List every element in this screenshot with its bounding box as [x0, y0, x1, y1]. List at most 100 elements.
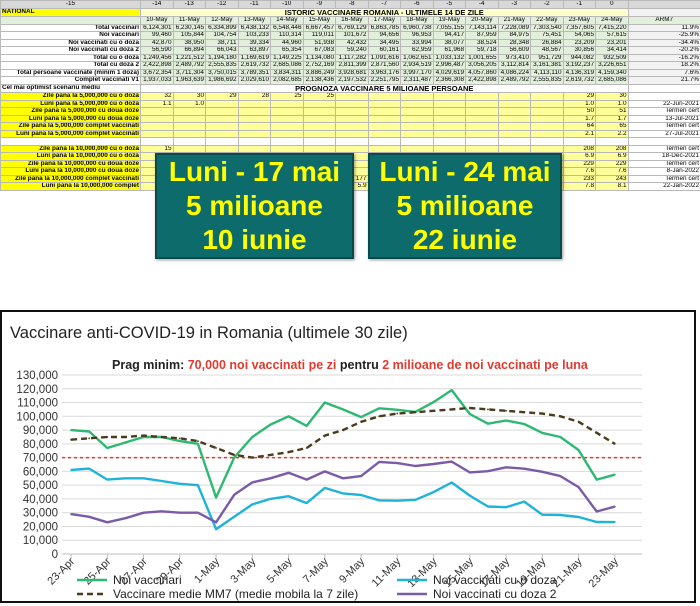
- value-cell: 3,963,176: [368, 69, 401, 77]
- data-point: [306, 479, 308, 481]
- data-point: [215, 447, 217, 449]
- value-cell: 6,769,129: [336, 24, 369, 32]
- value-cell: 6,334,899: [206, 24, 239, 32]
- value-cell: [303, 100, 336, 108]
- value-cell: [433, 123, 466, 131]
- value-cell: 30,856: [563, 47, 596, 55]
- row-label: Total cu doza 2: [1, 62, 141, 70]
- data-point: [360, 421, 362, 423]
- deadline-cell: 22-Jan-2022: [628, 183, 700, 191]
- value-cell: 4,159,340: [596, 69, 629, 77]
- y-axis-ticks: 010,00020,00030,00040,00050,00060,00070,…: [16, 370, 58, 561]
- right-header: ARM7: [628, 17, 700, 25]
- data-point: [251, 504, 253, 506]
- value-cell: 6,960,738: [401, 24, 434, 32]
- row-label: Zile pana la 10,000,000 complet vaccinat…: [1, 175, 141, 183]
- value-cell: [401, 130, 434, 138]
- value-cell: 103,233: [238, 32, 271, 40]
- trend-cell: 11.9%: [628, 24, 700, 32]
- value-cell: [206, 123, 239, 131]
- value-cell: 1,221,512: [173, 54, 206, 62]
- value-cell: [303, 108, 336, 116]
- deadline-cell: Termen cert: [628, 123, 700, 131]
- value-cell: 28: [238, 93, 271, 101]
- value-cell: 42,870: [141, 39, 174, 47]
- data-point: [596, 521, 598, 523]
- data-point: [596, 511, 598, 513]
- date-header: 12-May: [206, 17, 239, 25]
- y-tick-label: 30,000: [23, 508, 58, 520]
- data-point: [270, 454, 272, 456]
- value-cell: 229: [563, 160, 596, 168]
- data-point: [578, 516, 580, 518]
- value-cell: 2,489,792: [498, 77, 531, 85]
- value-cell: 7,143,114: [466, 24, 499, 32]
- value-cell: [206, 138, 239, 146]
- y-tick-label: 110,000: [17, 398, 58, 410]
- data-point: [415, 499, 417, 501]
- y-tick-label: 40,000: [23, 494, 58, 506]
- value-cell: 30: [173, 93, 206, 101]
- row-label: Zile pana la 5,000,000 cu doua doze: [1, 108, 141, 116]
- value-cell: 2,752,169: [303, 62, 336, 70]
- data-point: [396, 413, 398, 415]
- value-cell: 6,548,446: [271, 24, 304, 32]
- value-cell: 4,057,860: [466, 69, 499, 77]
- value-cell: 3,192,237: [563, 62, 596, 70]
- value-cell: 4,086,224: [498, 69, 531, 77]
- value-cell: [531, 138, 564, 146]
- row-label: Total vaccinari: [1, 24, 141, 32]
- x-tick-label: 7-May: [301, 555, 331, 585]
- value-cell: 233: [563, 175, 596, 183]
- value-cell: [173, 123, 206, 131]
- trend-cell: 21.7%: [628, 77, 700, 85]
- date-header: 14-May: [271, 17, 304, 25]
- value-cell: 1,149,225: [271, 54, 304, 62]
- data-point: [487, 470, 489, 472]
- value-cell: [368, 145, 401, 153]
- value-cell: 1,986,692: [206, 77, 239, 85]
- value-cell: [433, 138, 466, 146]
- value-cell: [173, 145, 206, 153]
- value-cell: [271, 108, 304, 116]
- value-cell: 208: [563, 145, 596, 153]
- value-cell: 3,226,651: [596, 62, 629, 70]
- legend-label: Vaccinare medie MM7 (medie mobila la 7 z…: [113, 587, 358, 601]
- value-cell: [433, 130, 466, 138]
- value-cell: 56,590: [141, 47, 174, 55]
- value-cell: [498, 108, 531, 116]
- empty-cell: [1, 17, 141, 25]
- value-cell: 2,555,835: [206, 62, 239, 70]
- value-cell: 4,113,110: [531, 69, 564, 77]
- value-cell: [336, 130, 369, 138]
- value-cell: [433, 145, 466, 153]
- value-cell: 2,029,610: [238, 77, 271, 85]
- column-number: [628, 1, 700, 9]
- data-point: [233, 457, 235, 459]
- value-cell: 2,197,532: [336, 77, 369, 85]
- value-cell: [336, 93, 369, 101]
- value-cell: 96,953: [401, 32, 434, 40]
- data-point: [541, 514, 543, 516]
- data-point: [451, 389, 453, 391]
- data-point: [523, 411, 525, 413]
- value-cell: 2,619,732: [238, 62, 271, 70]
- value-cell: 39,334: [238, 39, 271, 47]
- value-cell: [401, 108, 434, 116]
- row-label: Luni pana la 10,000,000 complet: [1, 183, 141, 191]
- value-cell: [466, 115, 499, 123]
- data-point: [125, 436, 127, 438]
- value-cell: [238, 138, 271, 146]
- data-point: [342, 477, 344, 479]
- data-point: [70, 513, 72, 515]
- row-label: Luni pana la 5,000,000 cu o doza: [1, 100, 141, 108]
- sheet-title: ISTORIC VACCINARE ROMANIA - ULTIMELE 14 …: [141, 8, 629, 17]
- deadline-cell: Termen cert: [628, 145, 700, 153]
- y-tick-label: 100,000: [16, 411, 58, 423]
- data-point: [469, 495, 471, 497]
- date-header: 24-May: [596, 17, 629, 25]
- value-cell: [336, 108, 369, 116]
- value-cell: 2,619,732: [563, 77, 596, 85]
